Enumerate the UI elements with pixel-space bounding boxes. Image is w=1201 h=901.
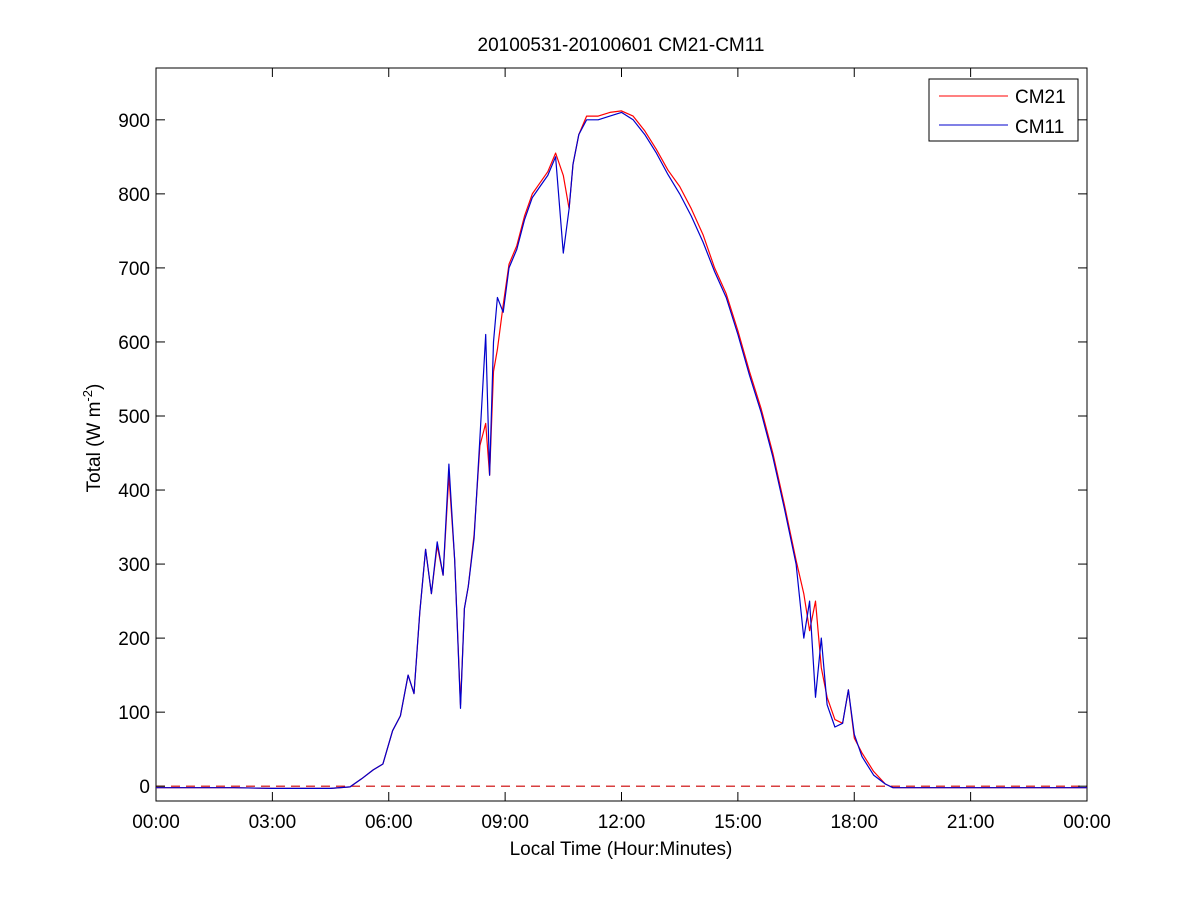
x-tick-label: 00:00 (132, 812, 180, 833)
y-axis-label-close: ) (84, 384, 105, 390)
legend-label-cm21: CM21 (1015, 87, 1066, 108)
y-tick-label: 200 (118, 629, 150, 650)
y-axis-label-exponent: -2 (80, 390, 95, 402)
series-layer (156, 110, 1087, 790)
y-axis-label-text: Total (W m (84, 402, 105, 493)
x-axis: 00:00 03:00 06:00 09:00 12:00 15:00 18:00 21:00… (132, 68, 1111, 833)
y-tick-label: 0 (139, 777, 150, 798)
y-tick-label: 700 (118, 259, 150, 280)
legend: CM21 CM11 (928, 78, 1079, 142)
x-tick-label: 21:00 (947, 812, 995, 833)
y-tick-label: 400 (118, 481, 150, 502)
y-tick-label: 500 (118, 407, 150, 428)
x-tick-label: 18:00 (830, 812, 878, 833)
y-tick-label: 300 (118, 555, 150, 576)
x-tick-label: 09:00 (481, 812, 529, 833)
y-axis-label: Total (W m-2) (80, 384, 105, 493)
chart-title: 20100531-20100601 CM21-CM11 (478, 35, 765, 56)
series-line-cm11 (156, 111, 1087, 790)
legend-label-cm11: CM11 (1015, 117, 1064, 138)
y-tick-label: 100 (118, 703, 150, 724)
x-tick-label: 06:00 (365, 812, 413, 833)
legend-box (928, 78, 1079, 142)
x-tick-label: 00:00 (1063, 812, 1111, 833)
x-tick-label: 03:00 (249, 812, 297, 833)
x-tick-label: 15:00 (714, 812, 762, 833)
x-axis-label: Local Time (Hour:Minutes) (510, 839, 733, 860)
y-tick-label: 800 (118, 185, 150, 206)
y-tick-label: 900 (118, 111, 150, 132)
y-axis: 0 100 200 300 400 500 600 700 800 900 (118, 111, 1087, 798)
plot-area: 00:00 03:00 06:00 09:00 12:00 15:00 18:00 21:00… (118, 67, 1111, 833)
y-tick-label: 600 (118, 333, 150, 354)
x-tick-label: 12:00 (598, 812, 646, 833)
